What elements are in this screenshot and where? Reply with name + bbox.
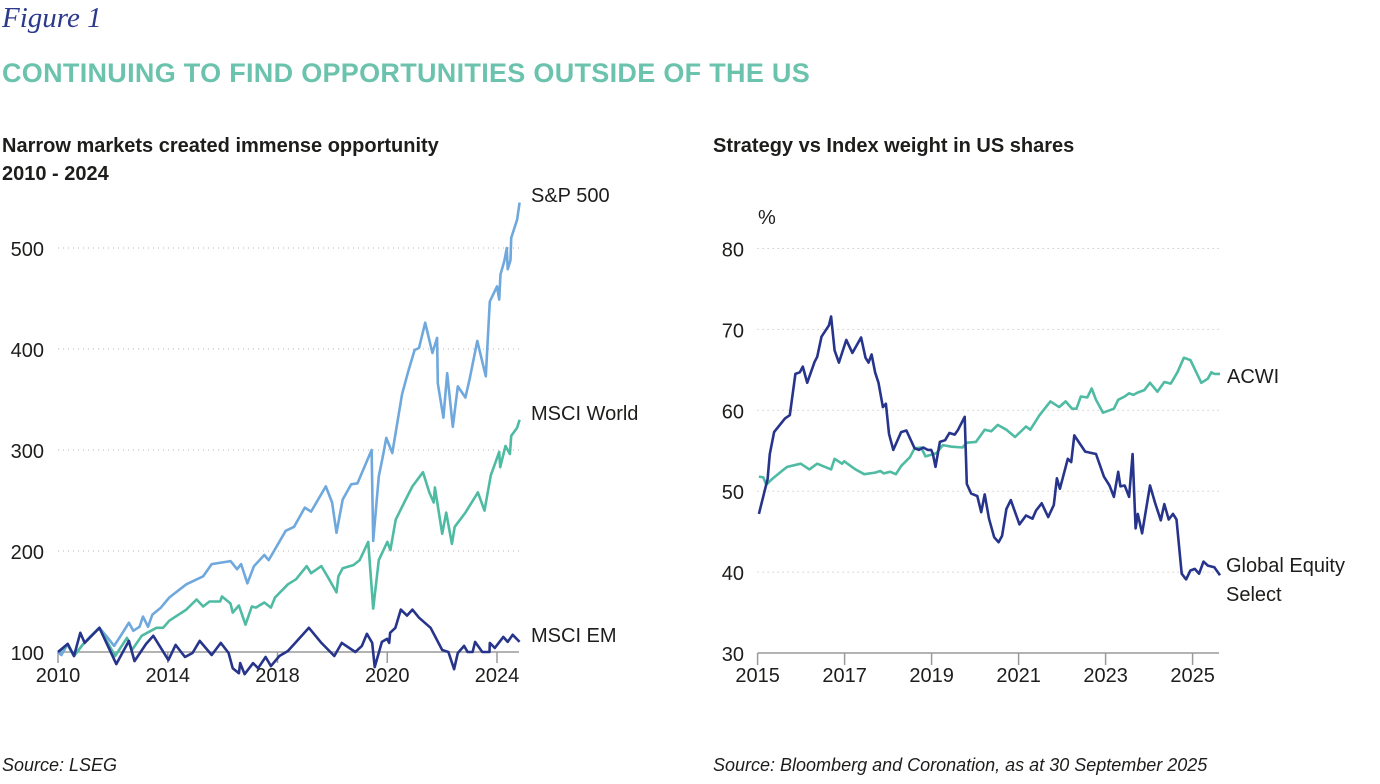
x-tick-label: 2017 xyxy=(822,665,867,687)
x-tick-label: 2010 xyxy=(36,665,81,687)
series-line-msci-em xyxy=(57,608,521,676)
y-tick-label: 100 xyxy=(11,643,44,665)
y-tick-label: 200 xyxy=(11,542,44,564)
x-tick-label: 2019 xyxy=(909,665,954,687)
right-chart-source: Source: Bloomberg and Coronation, as at … xyxy=(713,755,1208,775)
series-line-s-p-500 xyxy=(57,202,521,658)
series-label: S&P 500 xyxy=(531,185,610,207)
y-tick-label: 30 xyxy=(722,644,744,666)
y-tick-label: 400 xyxy=(11,340,44,362)
y-tick-label: 40 xyxy=(722,563,744,585)
y-tick-label: 300 xyxy=(11,441,44,463)
x-tick-label: 2015 xyxy=(735,665,780,687)
series-label: ACWI xyxy=(1227,366,1279,388)
series-label: Global Equity xyxy=(1226,555,1345,577)
series-label: MSCI EM xyxy=(531,625,617,647)
y-tick-label: 80 xyxy=(722,240,744,262)
x-tick-label: 2024 xyxy=(475,665,520,687)
y-tick-label: 70 xyxy=(722,320,744,342)
y-tick-label: 50 xyxy=(722,482,744,504)
x-tick-label: 2021 xyxy=(996,665,1041,687)
series-line-acwi xyxy=(758,356,1220,486)
y-tick-label: 60 xyxy=(722,401,744,423)
left-chart-subtitle: 2010 - 2024 xyxy=(2,163,109,185)
figure-label: Figure 1 xyxy=(2,2,102,34)
y-axis-unit: % xyxy=(758,207,776,229)
series-label: MSCI World xyxy=(531,403,638,425)
figure-title: CONTINUING TO FIND OPPORTUNITIES OUTSIDE… xyxy=(2,58,811,88)
left-chart-title: Narrow markets created immense opportuni… xyxy=(2,135,439,157)
right-chart-title: Strategy vs Index weight in US shares xyxy=(713,135,1075,157)
y-tick-label: 500 xyxy=(11,239,44,261)
left-chart-source: Source: LSEG xyxy=(2,755,118,775)
x-tick-label: 2020 xyxy=(365,665,410,687)
series-line-msci-world xyxy=(57,419,521,658)
series-line-global-equity-select xyxy=(757,315,1222,581)
x-tick-label: 2018 xyxy=(255,665,300,687)
x-tick-label: 2023 xyxy=(1083,665,1128,687)
series-label: Select xyxy=(1226,584,1282,606)
x-tick-label: 2014 xyxy=(146,665,191,687)
x-tick-label: 2025 xyxy=(1170,665,1215,687)
